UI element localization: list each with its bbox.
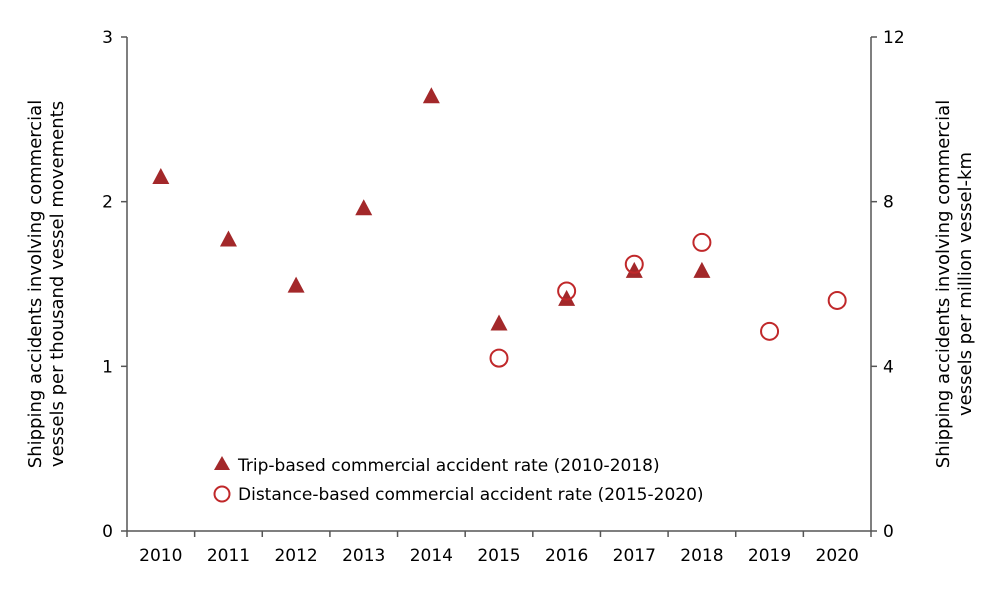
trip-rate-point bbox=[355, 199, 373, 216]
trip-rate-point bbox=[219, 230, 237, 247]
trip-rate-point bbox=[152, 167, 170, 184]
trip-rate-point bbox=[490, 314, 508, 331]
y-left-tick-label: 2 bbox=[102, 193, 113, 213]
distance-rate-point bbox=[557, 281, 577, 301]
y-left-tick-label: 3 bbox=[102, 28, 113, 48]
x-tick-label: 2016 bbox=[545, 546, 588, 566]
x-tick-label: 2020 bbox=[816, 546, 859, 566]
trip-rate-point bbox=[625, 261, 643, 278]
y-left-tick-label: 0 bbox=[102, 522, 113, 542]
x-tick-label: 2012 bbox=[274, 546, 317, 566]
x-tick-label: 2015 bbox=[477, 546, 520, 566]
y-right-tick-label: 4 bbox=[883, 357, 894, 377]
x-tick-label: 2014 bbox=[410, 546, 453, 566]
trip-rate-point bbox=[558, 289, 576, 306]
y-axis-right-label-line1: Shipping accidents involving commercial bbox=[933, 100, 954, 468]
x-tick-label: 2017 bbox=[613, 546, 656, 566]
y-right-tick-label: 0 bbox=[883, 522, 894, 542]
distance-rate-point bbox=[489, 348, 509, 368]
y-axis-left-label-line2: vessels per thousand vessel movements bbox=[47, 101, 68, 467]
distance-rate-point bbox=[624, 254, 644, 274]
x-tick-label: 2010 bbox=[139, 546, 182, 566]
distance-rate-point bbox=[760, 321, 780, 341]
trip-rate-point bbox=[422, 87, 440, 104]
y-right-tick-label: 8 bbox=[883, 193, 894, 213]
y-axis-right-label-line2: vessels per million vessel-km bbox=[955, 152, 976, 416]
legend-label-trip: Trip-based commercial accident rate (201… bbox=[237, 456, 660, 476]
x-tick-label: 2011 bbox=[207, 546, 250, 566]
legend: Trip-based commercial accident rate (201… bbox=[213, 456, 704, 505]
distance-rate-point bbox=[827, 290, 847, 310]
y-left-tick-label: 1 bbox=[102, 357, 113, 377]
y-axis-left-label-line1: Shipping accidents involving commercial bbox=[25, 100, 46, 468]
y-right-tick-label: 12 bbox=[883, 28, 905, 48]
legend-label-distance: Distance-based commercial accident rate … bbox=[238, 485, 704, 505]
legend-triangle-icon bbox=[214, 456, 230, 470]
x-tick-label: 2019 bbox=[748, 546, 791, 566]
distance-rate-point bbox=[692, 232, 712, 252]
legend-circle-icon bbox=[213, 485, 231, 503]
trip-rate-point bbox=[693, 261, 711, 278]
x-tick-label: 2018 bbox=[680, 546, 723, 566]
trip-rate-point bbox=[287, 276, 305, 293]
x-tick-label: 2013 bbox=[342, 546, 385, 566]
